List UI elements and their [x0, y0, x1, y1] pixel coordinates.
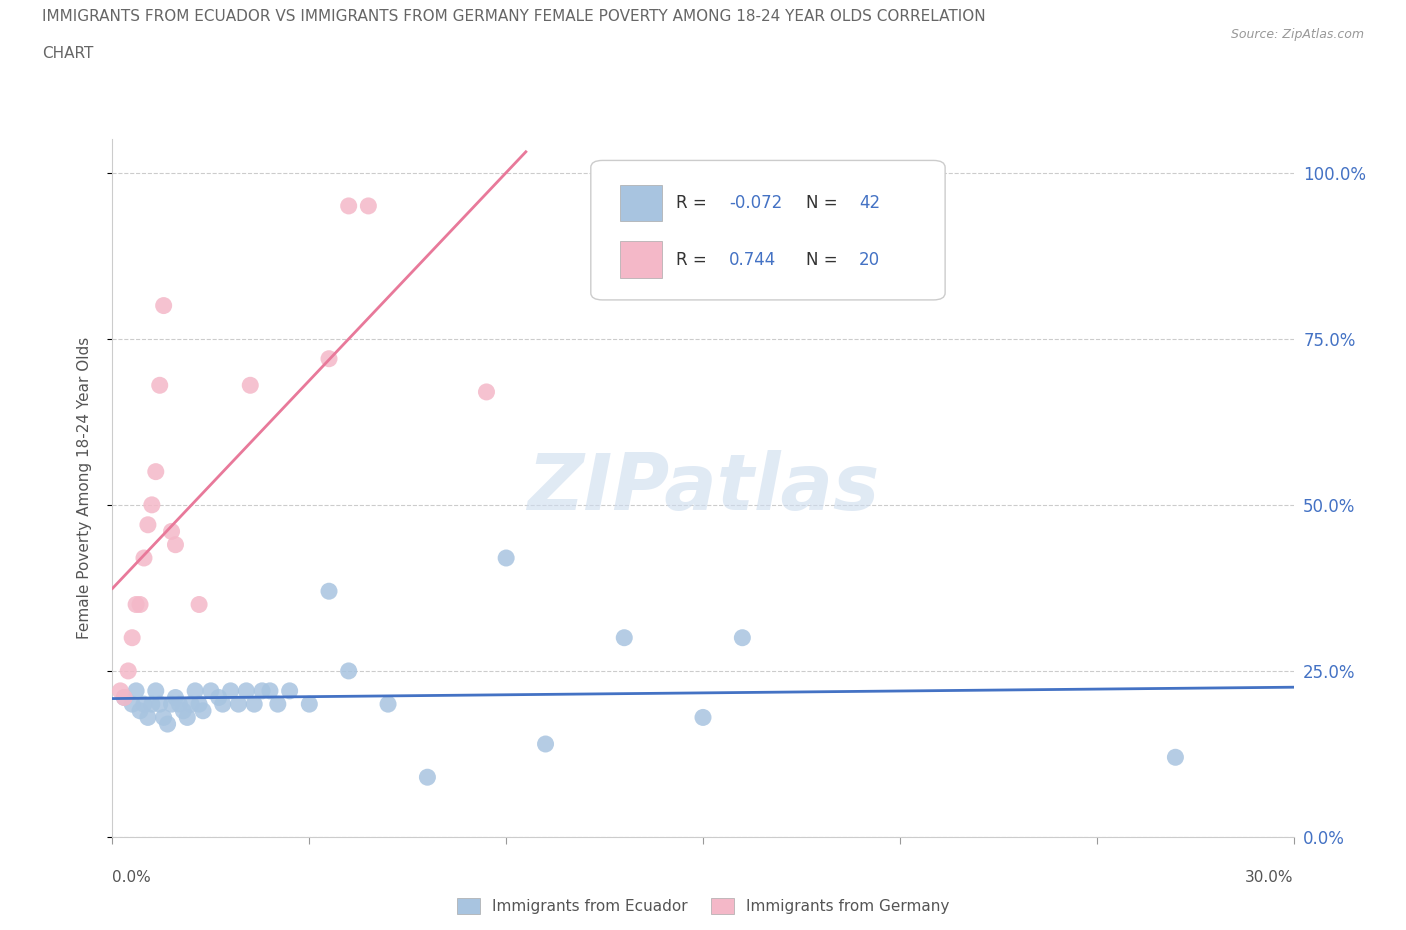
Text: 0.744: 0.744 — [728, 250, 776, 269]
Point — [259, 684, 281, 698]
Point — [267, 697, 290, 711]
Point — [136, 517, 159, 532]
Point — [141, 697, 163, 711]
Point — [235, 684, 257, 698]
Point — [228, 697, 250, 711]
Point — [211, 697, 233, 711]
Point — [318, 584, 340, 599]
Text: R =: R = — [676, 250, 711, 269]
Bar — [620, 185, 662, 221]
Point — [180, 697, 202, 711]
Text: 0.0%: 0.0% — [112, 870, 152, 884]
Point — [121, 697, 143, 711]
Point — [475, 384, 498, 399]
Point — [152, 710, 174, 724]
Point — [250, 684, 273, 698]
Point — [129, 703, 152, 718]
Point — [141, 498, 163, 512]
Point — [184, 684, 207, 698]
Point — [377, 697, 399, 711]
Point — [165, 690, 187, 705]
Text: 20: 20 — [859, 250, 880, 269]
Point — [278, 684, 301, 698]
Point — [169, 697, 191, 711]
Text: ZIPatlas: ZIPatlas — [527, 450, 879, 526]
Point — [172, 703, 194, 718]
Point — [208, 690, 231, 705]
Point — [318, 352, 340, 366]
Point — [176, 710, 198, 724]
Text: CHART: CHART — [42, 46, 94, 61]
Point — [160, 697, 183, 711]
Point — [149, 378, 172, 392]
Point — [188, 697, 211, 711]
Point — [117, 663, 139, 678]
Y-axis label: Female Poverty Among 18-24 Year Olds: Female Poverty Among 18-24 Year Olds — [77, 338, 91, 640]
Point — [156, 717, 179, 732]
Point — [125, 597, 148, 612]
Point — [200, 684, 222, 698]
Text: Source: ZipAtlas.com: Source: ZipAtlas.com — [1230, 28, 1364, 41]
Point — [132, 551, 155, 565]
Point — [692, 710, 714, 724]
Point — [219, 684, 242, 698]
Point — [188, 597, 211, 612]
Text: N =: N = — [806, 194, 842, 212]
Point — [110, 684, 132, 698]
Point — [239, 378, 262, 392]
Text: 42: 42 — [859, 194, 880, 212]
Point — [149, 697, 172, 711]
Point — [129, 597, 152, 612]
FancyBboxPatch shape — [591, 161, 945, 300]
Point — [125, 684, 148, 698]
Text: 30.0%: 30.0% — [1246, 870, 1294, 884]
Point — [731, 631, 754, 645]
Point — [145, 684, 167, 698]
Point — [495, 551, 517, 565]
Point — [243, 697, 266, 711]
Text: N =: N = — [806, 250, 842, 269]
Point — [613, 631, 636, 645]
Point — [534, 737, 557, 751]
Point — [1164, 750, 1187, 764]
Point — [160, 524, 183, 538]
Text: IMMIGRANTS FROM ECUADOR VS IMMIGRANTS FROM GERMANY FEMALE POVERTY AMONG 18-24 YE: IMMIGRANTS FROM ECUADOR VS IMMIGRANTS FR… — [42, 9, 986, 24]
Point — [298, 697, 321, 711]
Point — [136, 710, 159, 724]
Point — [337, 198, 360, 213]
Point — [191, 703, 214, 718]
Point — [145, 464, 167, 479]
Point — [152, 299, 174, 313]
Point — [132, 697, 155, 711]
Point — [121, 631, 143, 645]
Point — [165, 538, 187, 552]
Point — [337, 663, 360, 678]
Point — [416, 770, 439, 785]
Point — [112, 690, 135, 705]
Text: -0.072: -0.072 — [728, 194, 782, 212]
Point — [357, 198, 380, 213]
Text: R =: R = — [676, 194, 711, 212]
Point — [112, 690, 135, 705]
Bar — [620, 241, 662, 278]
Legend: Immigrants from Ecuador, Immigrants from Germany: Immigrants from Ecuador, Immigrants from… — [451, 892, 955, 920]
